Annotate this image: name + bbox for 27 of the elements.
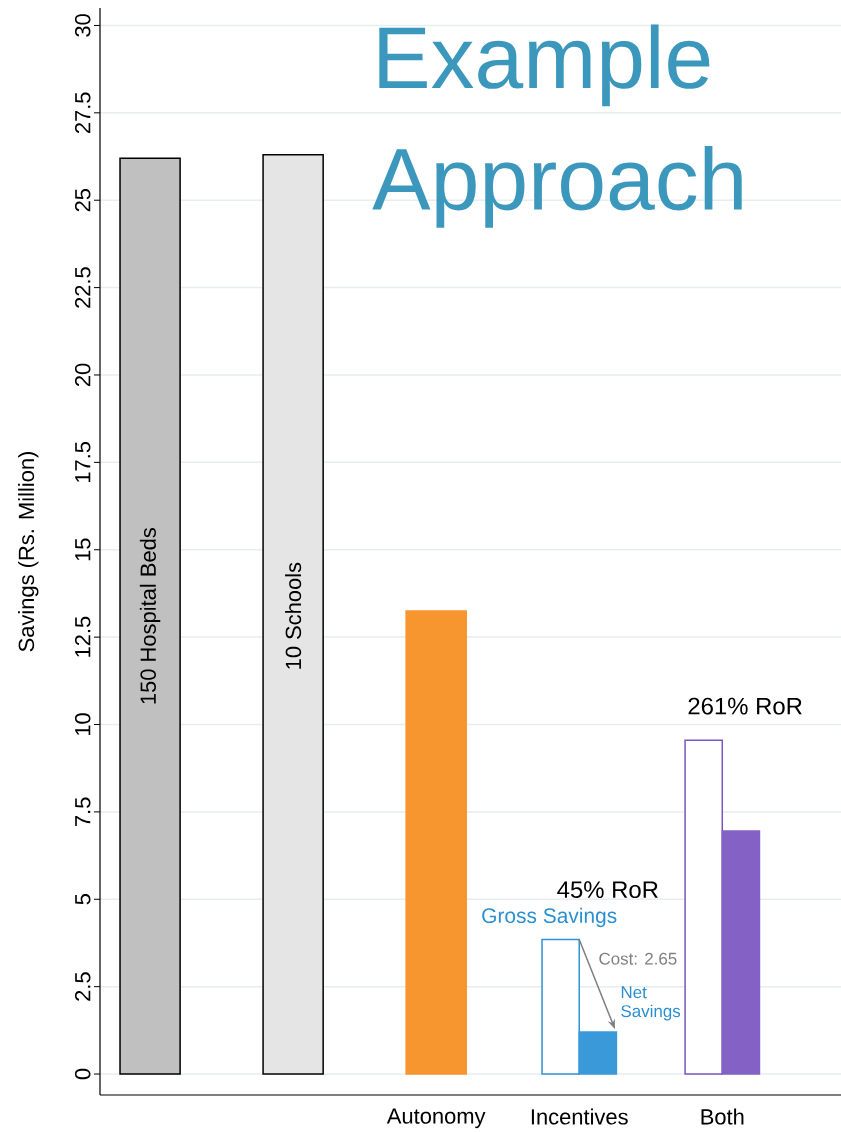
annotation: 10 Schools <box>285 562 302 669</box>
y-tick-label: 15 <box>75 538 91 561</box>
annotation: Net Savings <box>621 986 681 1021</box>
y-axis-title: Savings (Rs. Million) <box>18 452 39 652</box>
y-tick-label: 30 <box>74 14 91 37</box>
y-tick-label: 5 <box>75 894 91 905</box>
y-tick-label: 17.5 <box>75 441 91 483</box>
bar <box>119 157 181 1075</box>
annotation: Cost: 2.65 <box>599 952 677 965</box>
annotation: 45% RoR <box>557 881 658 899</box>
y-tick-label: 27.5 <box>74 92 91 134</box>
y-tick-label: 25 <box>74 188 91 212</box>
y-tick-label: 0 <box>74 1068 91 1080</box>
x-tick-label: Autonomy <box>386 1108 486 1129</box>
y-tick-label: 22.5 <box>74 267 91 308</box>
x-tick-label: Incentives <box>531 1108 628 1125</box>
bar <box>405 610 467 1075</box>
annotation: 261% RoR <box>688 697 802 715</box>
y-tick-label: 10 <box>74 713 91 736</box>
annotation: Gross Savings <box>482 907 617 928</box>
y-tick-label: 2.5 <box>74 972 91 1001</box>
annotation: 150 Hospital Beds <box>139 528 161 704</box>
text: Example Approach <box>372 24 742 228</box>
y-tick-label: 12.5 <box>74 616 91 657</box>
y-tick-label: 20 <box>74 363 91 387</box>
y-tick-label: 7.5 <box>75 797 91 826</box>
x-tick-label: Both <box>701 1108 744 1125</box>
